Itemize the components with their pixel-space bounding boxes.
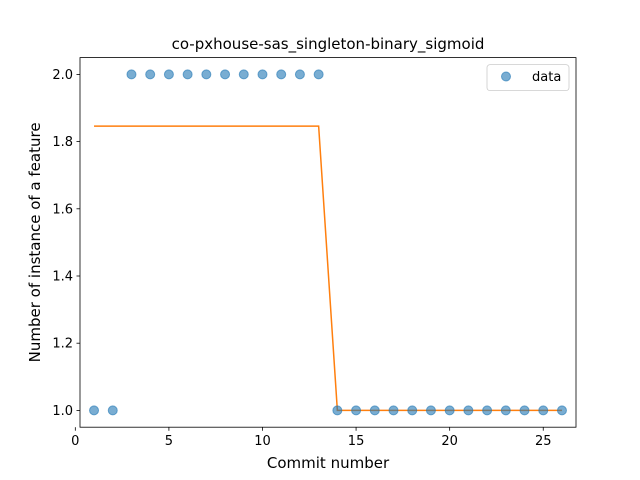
data-point (238, 69, 249, 80)
plot-area (80, 57, 576, 428)
data-point (538, 405, 549, 416)
legend-label-data: data (532, 70, 561, 85)
data-point (519, 405, 530, 416)
data-point (369, 405, 380, 416)
data-point (126, 69, 137, 80)
y-tick-label: 2.0 (52, 68, 73, 83)
data-point (163, 69, 174, 80)
data-point (182, 69, 193, 80)
x-tick-label: 5 (165, 434, 173, 449)
data-point (107, 405, 118, 416)
x-tick-label: 0 (71, 434, 79, 449)
data-point (294, 69, 305, 80)
y-tick-label: 1.0 (52, 404, 73, 419)
data-point (500, 405, 511, 416)
y-axis-label: Number of instance of a feature (26, 122, 44, 362)
y-tick-label: 1.4 (52, 270, 73, 285)
x-tick-label: 20 (441, 434, 458, 449)
data-point (407, 405, 418, 416)
data-point (201, 69, 212, 80)
data-point (145, 69, 156, 80)
data-point (556, 405, 567, 416)
x-tick-label: 25 (535, 434, 552, 449)
data-point (257, 69, 268, 80)
data-point (313, 69, 324, 80)
data-point (351, 405, 362, 416)
legend: data (486, 64, 570, 91)
x-axis-ticks: 0 5 10 15 20 25 (71, 427, 552, 449)
data-point (463, 405, 474, 416)
x-tick-label: 10 (254, 434, 271, 449)
y-axis-ticks: 1.0 1.2 1.4 1.6 1.8 2.0 (52, 68, 80, 419)
legend-marker-data (501, 71, 511, 82)
y-tick-label: 1.6 (52, 202, 73, 217)
data-point (482, 405, 493, 416)
data-point (444, 405, 455, 416)
data-point (276, 69, 287, 80)
data-point (388, 405, 399, 416)
data-point (89, 405, 100, 416)
x-axis-label: Commit number (267, 454, 390, 472)
x-tick-label: 15 (348, 434, 365, 449)
y-tick-label: 1.8 (52, 135, 73, 150)
chart-marks (89, 69, 567, 416)
data-point (220, 69, 231, 80)
plot-frame (79, 57, 577, 428)
chart-title: co-pxhouse-sas_singleton-binary_sigmoid (172, 35, 485, 54)
y-tick-label: 1.2 (52, 337, 73, 352)
data-point (425, 405, 436, 416)
data-point (332, 405, 343, 416)
legend-box (486, 64, 570, 91)
